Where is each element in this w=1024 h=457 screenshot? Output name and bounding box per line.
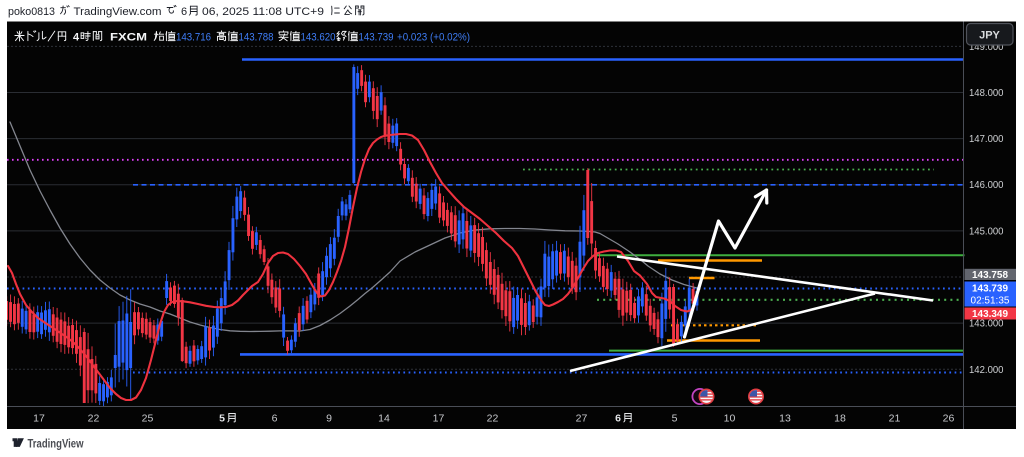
svg-text:143.758: 143.758: [972, 269, 1008, 281]
svg-text:JPY: JPY: [979, 30, 1000, 42]
svg-text:22: 22: [88, 413, 100, 425]
svg-text:22: 22: [487, 413, 499, 425]
svg-text:14: 14: [378, 413, 390, 425]
svg-text:18: 18: [834, 413, 846, 425]
svg-text:143.788: 143.788: [239, 31, 274, 43]
svg-text:26: 26: [943, 413, 955, 425]
svg-text:13: 13: [779, 413, 791, 425]
svg-text:6: 6: [615, 413, 621, 425]
svg-text:poko0813: poko0813: [8, 6, 55, 18]
svg-text:9: 9: [326, 413, 332, 425]
svg-text:TradingView.com: TradingView.com: [74, 6, 162, 18]
svg-text:17: 17: [33, 413, 45, 425]
svg-text:17: 17: [433, 413, 445, 425]
svg-text:TradingView: TradingView: [28, 438, 84, 450]
svg-text:6: 6: [272, 413, 278, 425]
svg-text:25: 25: [142, 413, 154, 425]
svg-text:148.000: 148.000: [969, 87, 1004, 99]
svg-text:4: 4: [73, 31, 80, 43]
svg-text:6: 6: [181, 6, 187, 18]
svg-text:21: 21: [889, 413, 901, 425]
svg-text:147.000: 147.000: [969, 133, 1004, 145]
svg-text:143.349: 143.349: [972, 308, 1008, 320]
svg-text:143.739: 143.739: [972, 283, 1008, 295]
svg-text:5: 5: [219, 413, 225, 425]
svg-text:5: 5: [672, 413, 678, 425]
svg-text:143.739: 143.739: [359, 31, 394, 43]
svg-text:142.000: 142.000: [969, 364, 1004, 376]
svg-text:10: 10: [724, 413, 736, 425]
svg-text:146.000: 146.000: [969, 179, 1004, 191]
svg-text:+0.023 (+0.02%): +0.023 (+0.02%): [397, 31, 470, 43]
svg-text:143.000: 143.000: [969, 318, 1004, 330]
svg-text:02:51:35: 02:51:35: [971, 295, 1010, 306]
svg-text:FXCM: FXCM: [110, 31, 147, 43]
svg-text:06, 2025 11:08 UTC+9: 06, 2025 11:08 UTC+9: [202, 6, 324, 18]
svg-text:143.620: 143.620: [301, 31, 336, 43]
svg-text:145.000: 145.000: [969, 225, 1004, 237]
svg-text:143.716: 143.716: [176, 31, 211, 43]
svg-text:27: 27: [576, 413, 588, 425]
